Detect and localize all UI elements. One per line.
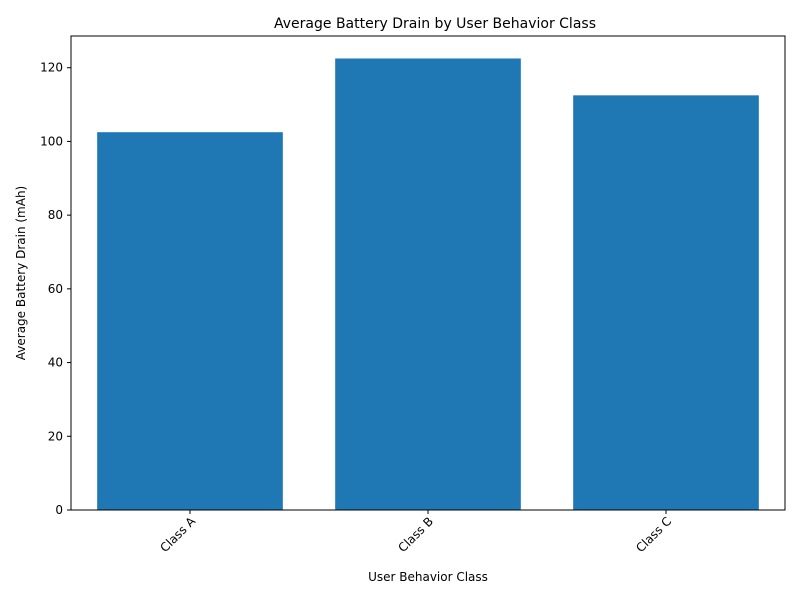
x-axis-label: User Behavior Class bbox=[368, 570, 488, 584]
x-tick-label: Class A bbox=[157, 514, 198, 555]
y-tick-label: 60 bbox=[48, 282, 63, 296]
y-tick-label: 100 bbox=[40, 134, 63, 148]
y-axis-label: Average Battery Drain (mAh) bbox=[14, 186, 28, 360]
bar-class-a bbox=[97, 132, 283, 510]
y-tick-label: 40 bbox=[48, 356, 63, 370]
y-tick-label: 0 bbox=[55, 503, 63, 517]
y-tick-label: 20 bbox=[48, 429, 63, 443]
y-tick-label: 120 bbox=[40, 61, 63, 75]
bar-class-b bbox=[335, 58, 521, 510]
bars-group bbox=[97, 58, 759, 510]
plot-area-frame bbox=[70, 35, 786, 511]
x-tick-label: Class C bbox=[633, 514, 674, 555]
x-tick-label: Class B bbox=[395, 514, 436, 555]
bar-class-c bbox=[573, 95, 759, 510]
y-tick-label: 80 bbox=[48, 208, 63, 222]
x-axis-ticks: Class A Class B Class C bbox=[157, 510, 674, 555]
chart-title: Average Battery Drain by User Behavior C… bbox=[274, 16, 596, 32]
y-axis-ticks: 0 20 40 60 80 100 120 bbox=[40, 61, 71, 517]
